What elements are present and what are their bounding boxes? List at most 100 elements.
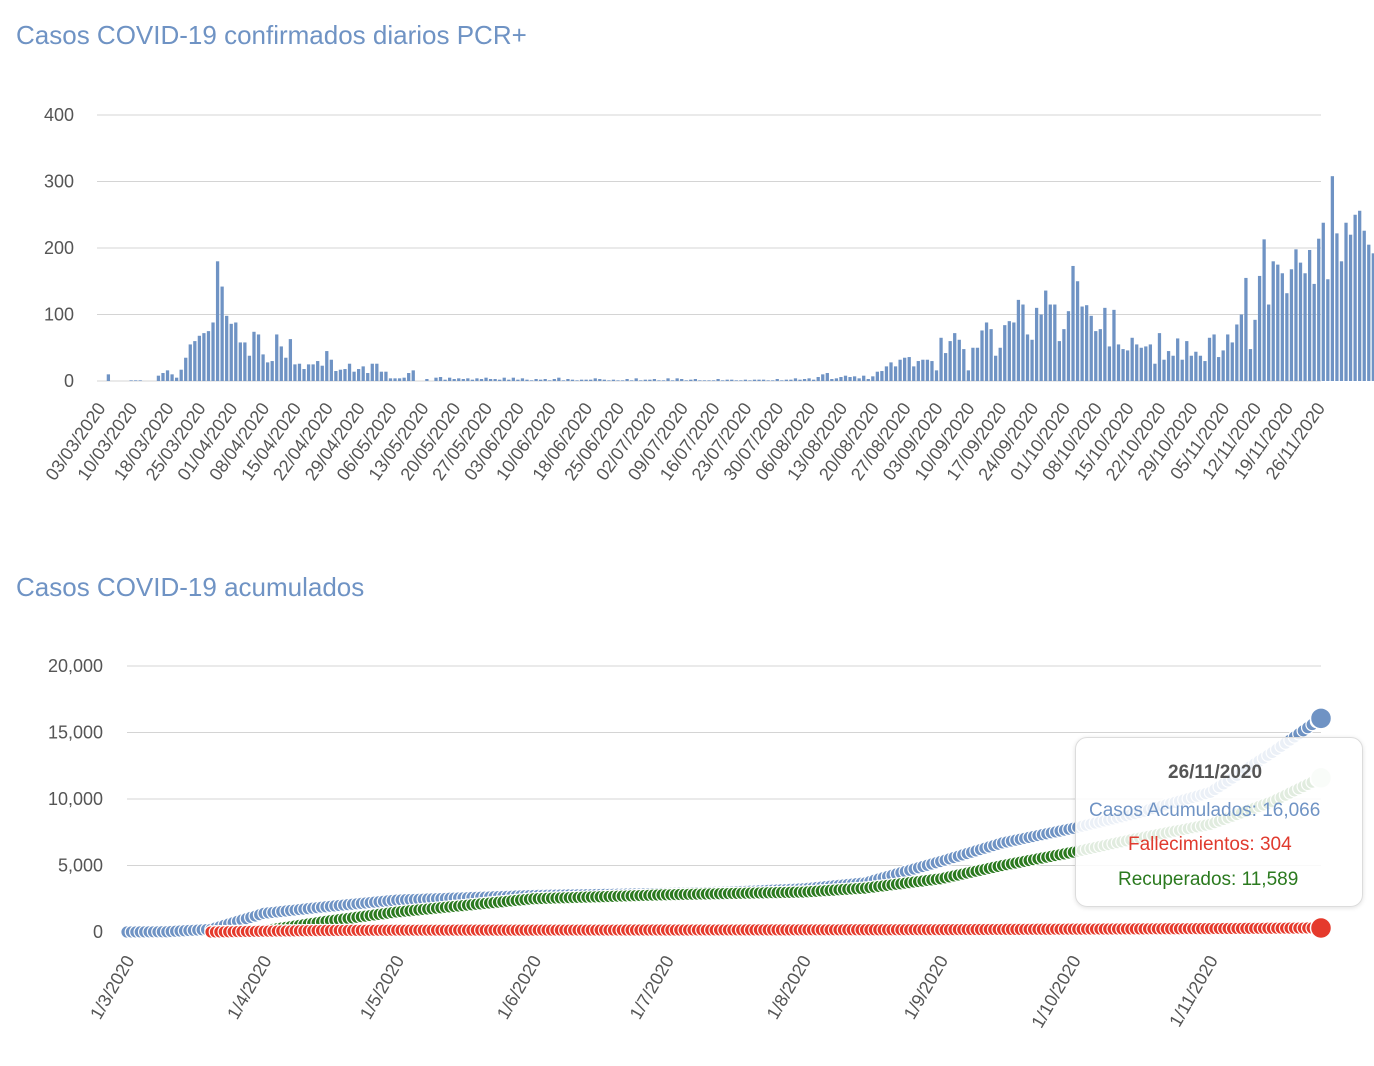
bar: [907, 357, 911, 381]
bar: [511, 377, 515, 381]
bar: [1166, 351, 1171, 381]
bar: [898, 359, 902, 381]
bar: [957, 339, 961, 381]
bar: [721, 380, 725, 381]
bar: [802, 379, 807, 381]
bar: [1203, 361, 1207, 381]
bar: [566, 379, 570, 381]
bar: [452, 379, 456, 381]
bar: [1262, 239, 1266, 381]
bar: [771, 380, 775, 381]
bar: [730, 379, 734, 381]
x-tick-label: 1/10/2020: [1027, 952, 1084, 1031]
bar: [903, 357, 907, 381]
x-tick-label: 1/9/2020: [900, 952, 952, 1023]
bar: [484, 377, 488, 381]
bar: [893, 366, 898, 381]
bar: [702, 380, 707, 381]
bar: [229, 323, 233, 381]
bar: [698, 380, 702, 381]
bar: [1162, 359, 1166, 381]
bar: [502, 377, 506, 381]
bar: [1298, 262, 1303, 381]
bar: [1348, 234, 1353, 381]
bar: [1121, 349, 1125, 381]
bar: [871, 376, 875, 381]
bar: [252, 331, 256, 381]
bar: [425, 379, 429, 381]
bar: [766, 380, 770, 381]
bar: [934, 370, 939, 381]
bar: [1085, 305, 1089, 381]
bar: [197, 335, 202, 381]
bar: [448, 377, 452, 381]
bar: [1326, 279, 1330, 381]
bar: [1185, 341, 1189, 381]
bar: [798, 379, 802, 381]
bar: [1089, 315, 1093, 381]
bar: [648, 379, 652, 381]
bar: [1253, 319, 1257, 381]
bar: [1116, 344, 1121, 381]
bar: [1007, 321, 1011, 381]
bar: [256, 334, 261, 381]
bar: [1303, 273, 1307, 381]
bar: [643, 379, 647, 381]
bar: [1358, 210, 1362, 381]
bar: [1139, 347, 1143, 381]
x-tick-label: 1/3/2020: [86, 952, 138, 1023]
bar: [1267, 304, 1271, 381]
bar: [1248, 349, 1253, 381]
bar: [1044, 290, 1048, 381]
bar: [1189, 355, 1193, 381]
bar: [352, 371, 356, 381]
daily-cases-chart: 0 100 200 300 400 03/03/202010/03/202018/03/2…: [41, 105, 1374, 484]
bar: [1025, 334, 1030, 381]
bar: [1176, 338, 1180, 381]
bar: [1335, 233, 1339, 381]
bar: [193, 341, 197, 381]
bar: [215, 261, 220, 381]
bar: [174, 377, 179, 381]
bar: [520, 378, 525, 381]
bar: [625, 379, 629, 381]
bar: [1144, 346, 1148, 381]
bar: [930, 361, 934, 381]
y-tick-label: 5,000: [58, 856, 103, 876]
bar: [1271, 261, 1275, 381]
bar: [561, 380, 566, 381]
bar: [839, 377, 843, 381]
bar: [739, 380, 743, 381]
bar: [1094, 331, 1098, 381]
bar: [584, 379, 588, 381]
bar: [1244, 277, 1248, 381]
y-tick-label: 400: [44, 105, 74, 125]
tooltip-recovered: Recuperados: 11,589: [1118, 869, 1299, 890]
bar: [875, 371, 879, 381]
bar: [757, 379, 761, 381]
bar: [165, 370, 170, 381]
bar: [1280, 273, 1284, 381]
bar: [843, 375, 848, 381]
bar: [1103, 307, 1107, 381]
bar: [1312, 283, 1316, 381]
bar: [1212, 334, 1216, 381]
bar: [630, 380, 634, 381]
bar: [507, 379, 511, 381]
bar: [953, 333, 957, 381]
bar: [188, 344, 192, 381]
bar: [821, 374, 825, 381]
bar: [1294, 249, 1298, 381]
bar: [693, 379, 697, 381]
bar: [602, 379, 606, 381]
bar: [343, 369, 347, 381]
bar: [1075, 281, 1080, 381]
bar: [848, 377, 852, 381]
bar: [998, 347, 1002, 381]
bar: [1048, 304, 1052, 381]
bar: [325, 351, 329, 381]
bar: [1257, 275, 1262, 381]
bar: [1207, 337, 1212, 381]
bar: [1362, 230, 1366, 381]
bar: [552, 379, 556, 381]
